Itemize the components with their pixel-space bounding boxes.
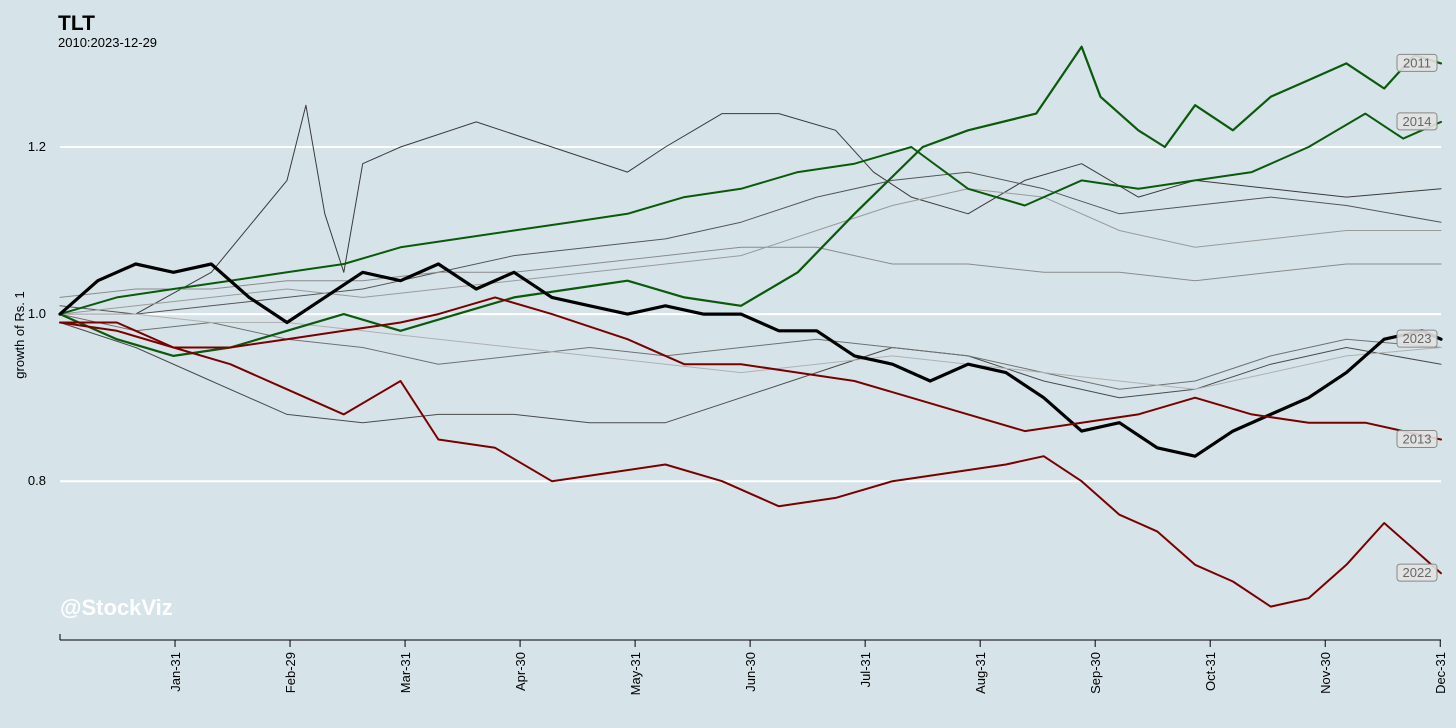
end-label-text: 2023 xyxy=(1403,331,1432,346)
axis-layer: 0.8 1.0 1.2 Jan-31 Feb-29 Mar-31 Apr-30 May-31 J… xyxy=(28,139,1448,695)
y-tick-label: 1.2 xyxy=(28,139,46,154)
series-line-2011 xyxy=(58,45,1443,357)
end-label-text: 2014 xyxy=(1403,114,1432,129)
x-tick-label: Oct-31 xyxy=(1203,652,1218,691)
end-label-box xyxy=(1396,112,1438,131)
x-tick-label: Apr-30 xyxy=(513,652,528,691)
series-end-label-2013: 2013 xyxy=(1396,429,1438,448)
x-tick-label: Sep-30 xyxy=(1088,652,1103,694)
end-label-text: 2022 xyxy=(1403,565,1432,580)
watermark: @StockViz xyxy=(60,595,173,620)
x-tick-label: Jan-31 xyxy=(168,652,183,692)
series-line-unlabeled xyxy=(59,104,1442,315)
end-label-box xyxy=(1396,429,1438,448)
label-layer: 2011 2014 2023 2013 2022 xyxy=(1396,53,1438,582)
end-label-box xyxy=(1396,53,1438,72)
end-label-box xyxy=(1396,563,1438,582)
series-end-label-2022: 2022 xyxy=(1396,563,1438,582)
series-line-2014 xyxy=(59,112,1442,316)
x-tick-label: Dec-31 xyxy=(1433,652,1448,694)
end-label-text: 2011 xyxy=(1403,55,1431,70)
x-tick-label: Nov-30 xyxy=(1318,652,1333,694)
series-layer xyxy=(58,45,1443,608)
series-line-unlabeled xyxy=(59,313,1442,390)
x-tick-label: Jun-30 xyxy=(743,652,758,692)
series-line-2013 xyxy=(59,296,1442,441)
series-line-2022 xyxy=(59,321,1442,608)
series-end-label-2014: 2014 xyxy=(1396,112,1438,131)
x-tick-label: Feb-29 xyxy=(283,652,298,693)
series-end-label-2023: 2023 xyxy=(1396,329,1438,348)
series-line-2023 xyxy=(58,262,1443,458)
end-label-box xyxy=(1396,329,1438,348)
series-line-unlabeled xyxy=(59,188,1442,315)
series-line-unlabeled xyxy=(59,246,1442,298)
series-line-unlabeled xyxy=(59,313,1442,390)
chart-subtitle: 2010:2023-12-29 xyxy=(58,35,158,50)
grid-layer xyxy=(60,145,1441,483)
x-tick-label: Aug-31 xyxy=(973,652,988,694)
y-tick-label: 0.8 xyxy=(28,473,46,488)
x-tick-label: May-31 xyxy=(628,652,643,695)
y-tick-label: 1.0 xyxy=(28,306,46,321)
x-tick-label: Mar-31 xyxy=(398,652,413,693)
end-label-text: 2013 xyxy=(1403,431,1432,446)
x-tick-label: Jul-31 xyxy=(858,652,873,687)
y-axis-label: growth of Rs. 1 xyxy=(12,291,27,378)
series-line-unlabeled xyxy=(59,171,1442,315)
chart-title: TLT xyxy=(58,12,95,35)
series-end-label-2011: 2011 xyxy=(1396,53,1438,72)
